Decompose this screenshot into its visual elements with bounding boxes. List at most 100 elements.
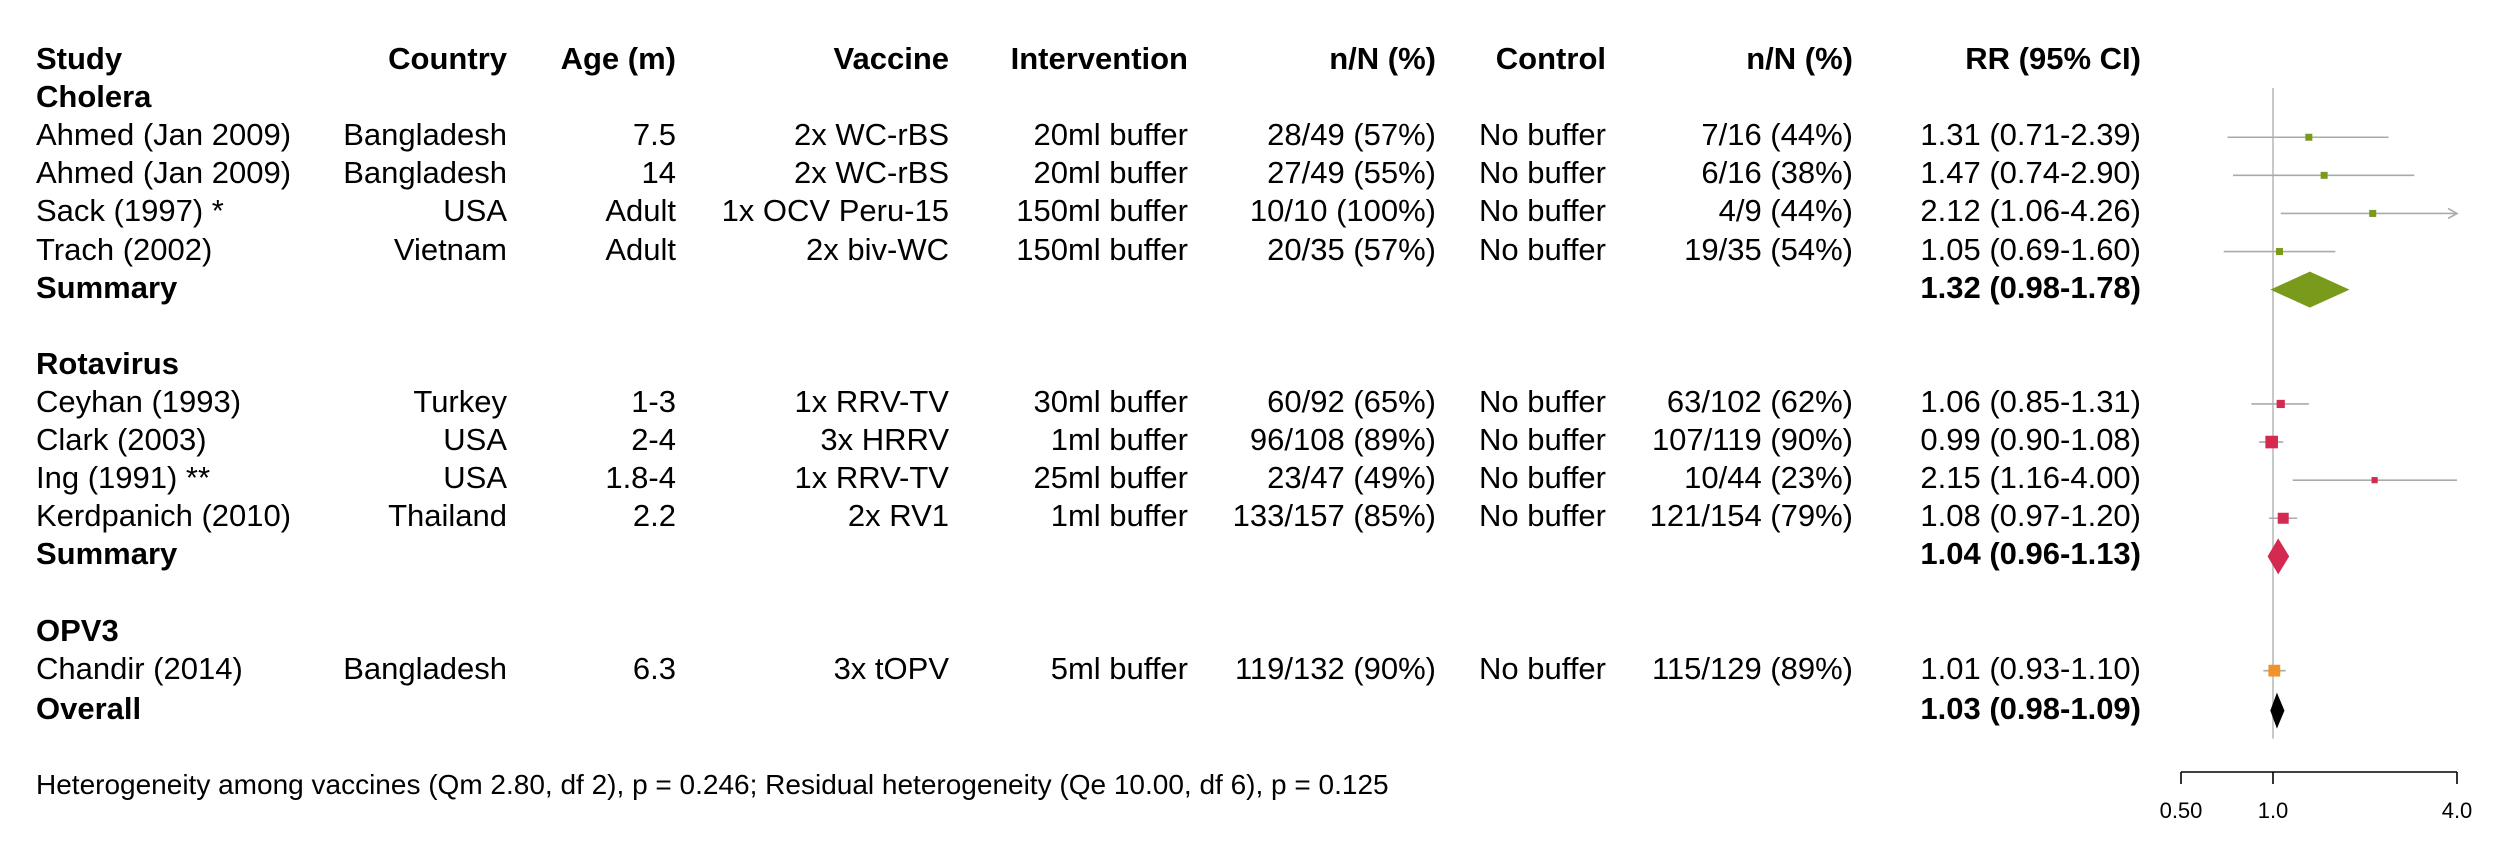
summary-diamond (2270, 271, 2350, 308)
table-cell-rr_text: 2.15 (1.16-4.00) (1920, 460, 2141, 496)
table-cell-study: Ceyhan (1993) (36, 383, 242, 419)
table-cell-int_nN: 27/49 (55%) (1267, 155, 1436, 191)
table-cell-control: No buffer (1479, 117, 1606, 153)
group-title: Rotavirus (36, 345, 179, 381)
table-cell-rr_text: 1.05 (0.69-1.60) (1920, 231, 2141, 267)
table-cell-intervention: 1ml buffer (1050, 498, 1188, 534)
column-header: Age (m) (560, 41, 676, 76)
point-estimate-square (2369, 209, 2377, 217)
table-cell-control: No buffer (1479, 422, 1606, 457)
table-cell-int_nN: 133/157 (85%) (1232, 498, 1436, 534)
table-cell-age: 7.5 (632, 117, 676, 153)
table-cell-intervention: 20ml buffer (1033, 155, 1188, 191)
table-cell-study: Ing (1991) ** (36, 460, 211, 496)
table-cell-control: No buffer (1479, 498, 1606, 534)
table-cell-ctl_nN: 107/119 (90%) (1651, 422, 1853, 457)
table-cell-study: Trach (2002) (36, 231, 213, 267)
table-cell-control: No buffer (1479, 383, 1606, 419)
summary-label: Summary (36, 536, 178, 572)
table-cell-ctl_nN: 115/129 (89%) (1651, 650, 1853, 686)
table-cell-control: No buffer (1479, 650, 1606, 686)
group-title: OPV3 (36, 612, 119, 648)
overall-rr: 1.03 (0.98-1.09) (1920, 690, 2141, 726)
table-cell-control: No buffer (1479, 193, 1606, 229)
table-cell-age: Adult (605, 193, 676, 229)
column-header: Study (36, 41, 123, 76)
column-header: RR (95% CI) (1965, 41, 2141, 76)
table-cell-intervention: 20ml buffer (1033, 117, 1188, 153)
table-cell-control: No buffer (1479, 155, 1606, 191)
table-cell-int_nN: 119/132 (90%) (1234, 650, 1436, 686)
table-cell-study: Chandir (2014) (36, 650, 243, 686)
table-cell-intervention: 150ml buffer (1016, 193, 1188, 229)
summary-rr: 1.04 (0.96-1.13) (1920, 536, 2141, 572)
table-cell-ctl_nN: 10/44 (23%) (1684, 460, 1853, 496)
table-cell-country: Thailand (388, 498, 507, 534)
table-cell-rr_text: 2.12 (1.06-4.26) (1920, 193, 2141, 229)
column-header: Country (388, 41, 507, 76)
point-estimate-square (2305, 133, 2313, 141)
table-cell-age: Adult (605, 231, 676, 267)
table-cell-rr_text: 1.47 (0.74-2.90) (1920, 155, 2141, 191)
table-cell-intervention: 25ml buffer (1033, 460, 1188, 496)
summary-label: Summary (36, 269, 178, 305)
table-cell-age: 1-3 (631, 383, 676, 419)
table-cell-rr_text: 0.99 (0.90-1.08) (1920, 422, 2141, 457)
table-cell-age: 2-4 (631, 422, 676, 457)
x-tick-label: 4.0 (2441, 798, 2473, 823)
table-cell-control: No buffer (1479, 460, 1606, 496)
point-estimate-square (2268, 664, 2281, 677)
point-estimate-square (2265, 435, 2278, 449)
table-cell-vaccine: 1x RRV-TV (794, 383, 949, 419)
point-estimate-square (2275, 248, 2283, 256)
table-cell-intervention: 1ml buffer (1050, 422, 1188, 457)
point-estimate-square (2276, 399, 2285, 409)
table-cell-country: USA (443, 460, 507, 496)
table-cell-intervention: 5ml buffer (1050, 650, 1188, 686)
table-cell-rr_text: 1.31 (0.71-2.39) (1920, 117, 2141, 153)
column-header: n/N (%) (1329, 41, 1436, 76)
table-cell-country: Bangladesh (343, 117, 507, 153)
group-title: Cholera (36, 79, 152, 115)
table-cell-ctl_nN: 6/16 (38%) (1701, 155, 1853, 191)
table-cell-age: 1.8-4 (605, 460, 676, 496)
table-cell-age: 14 (641, 155, 676, 191)
table-cell-rr_text: 1.06 (0.85-1.31) (1920, 383, 2141, 419)
table-cell-country: USA (443, 193, 507, 229)
table-cell-intervention: 30ml buffer (1033, 383, 1188, 419)
table-cell-vaccine: 2x WC-rBS (794, 117, 949, 153)
table-cell-int_nN: 23/47 (49%) (1267, 460, 1436, 496)
point-estimate-square (2320, 171, 2328, 179)
table-cell-country: USA (443, 422, 507, 457)
table-cell-rr_text: 1.08 (0.97-1.20) (1920, 498, 2141, 534)
table-cell-vaccine: 3x HRRV (820, 422, 949, 457)
table-cell-vaccine: 2x WC-rBS (794, 155, 949, 191)
x-tick-label: 0.50 (2159, 798, 2203, 823)
table-cell-control: No buffer (1479, 231, 1606, 267)
table-cell-intervention: 150ml buffer (1016, 231, 1188, 267)
table-cell-study: Sack (1997) * (36, 193, 224, 229)
point-estimate-square (2371, 477, 2378, 484)
x-tick-label: 1.0 (2257, 798, 2289, 823)
heterogeneity-footnote: Heterogeneity among vaccines (Qm 2.80, d… (36, 769, 1389, 800)
table-cell-vaccine: 1x OCV Peru-15 (721, 193, 949, 229)
table-cell-vaccine: 3x tOPV (833, 650, 949, 686)
table-cell-study: Ahmed (Jan 2009) (36, 117, 292, 153)
column-header: Vaccine (833, 41, 949, 76)
column-header: n/N (%) (1746, 41, 1853, 76)
table-cell-int_nN: 96/108 (89%) (1249, 422, 1436, 457)
table-cell-country: Turkey (413, 383, 507, 419)
point-estimate-square (2277, 512, 2289, 524)
overall-diamond (2270, 692, 2285, 729)
table-cell-ctl_nN: 63/102 (62%) (1666, 383, 1853, 419)
table-cell-age: 2.2 (632, 498, 676, 534)
table-cell-study: Kerdpanich (2010) (36, 498, 292, 534)
table-cell-country: Vietnam (393, 231, 507, 267)
column-header: Intervention (1010, 41, 1188, 76)
summary-diamond (2267, 538, 2290, 575)
overall-label: Overall (36, 690, 142, 726)
ci-arrow (2447, 207, 2459, 220)
table-cell-int_nN: 20/35 (57%) (1267, 231, 1436, 267)
table-cell-ctl_nN: 121/154 (79%) (1649, 498, 1853, 534)
